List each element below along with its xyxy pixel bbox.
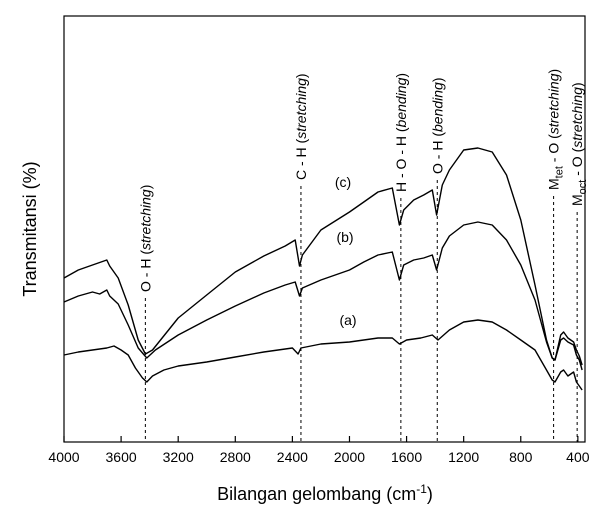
annotation-label: Moct - O (stretching) (569, 82, 589, 206)
annotation-label: Mtet - O (stretching) (546, 69, 566, 190)
series-label-layer: (a) (b) (c) (335, 174, 357, 328)
series-line-1 (63, 319, 583, 391)
x-tick-label: 2400 (277, 449, 308, 465)
x-tick-label: 800 (509, 449, 533, 465)
annotation-label: H - O - H (bending) (393, 73, 409, 192)
series-label-2: (b) (336, 229, 353, 245)
x-tick-label: 3200 (163, 449, 194, 465)
plot-frame (63, 15, 586, 443)
annotation-label: C - H (stretching) (293, 73, 309, 180)
x-tick-label: 2000 (334, 449, 365, 465)
x-tick-layer: 4000 3600 3200 2800 2400 2000 1600 1200 800 400 (48, 436, 590, 465)
annotation-layer: O - H (stretching) C - H (stretching) H - … (137, 69, 589, 442)
x-tick-label: 4000 (48, 449, 79, 465)
x-tick-label: 1600 (391, 449, 422, 465)
series-label-1: (a) (339, 312, 356, 328)
x-tick-label: 2800 (220, 449, 251, 465)
annotation-label: O - H (stretching) (137, 185, 153, 292)
x-tick-label: 1200 (448, 449, 479, 465)
x-tick-label: 3600 (106, 449, 137, 465)
annotation-label: O - H (bending) (429, 78, 445, 175)
x-axis-title: Bilangan gelombang (cm-1) (217, 482, 433, 504)
x-tick-label: 400 (566, 449, 590, 465)
series-label-3: (c) (335, 174, 351, 190)
y-axis-title: Transmitansi (%) (20, 161, 40, 296)
